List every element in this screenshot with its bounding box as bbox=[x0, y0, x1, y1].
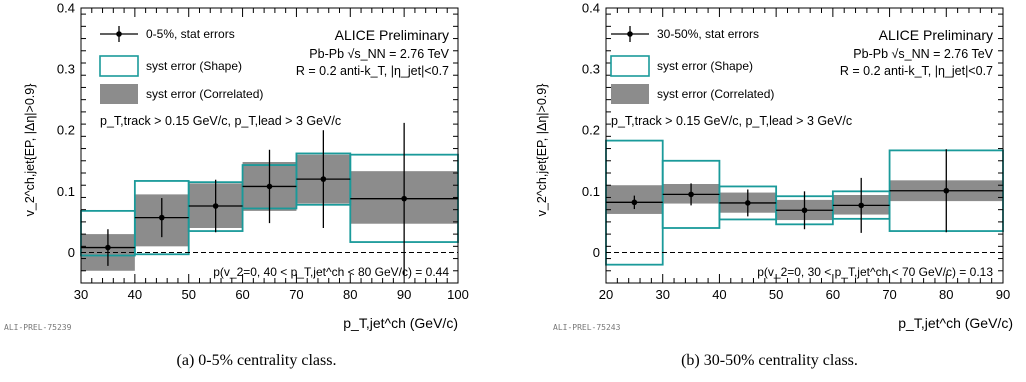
legend-entry-shape: syst error (Shape) bbox=[146, 59, 242, 73]
jet-line-b: R = 0.2 anti-k_T, |η_jet|<0.7 bbox=[840, 64, 993, 78]
x-tick-label-0: 30 bbox=[74, 287, 88, 302]
data-point-5 bbox=[943, 187, 950, 194]
ticks-layer-b: 20 30 40 50 60 70 80 90 0 0.1 0.2 0.3 0.4 bbox=[582, 1, 1010, 303]
data-point-4 bbox=[858, 202, 865, 209]
caption-a: (a) 0-5% centrality class. bbox=[176, 352, 337, 369]
x-tick-label-3: 60 bbox=[235, 287, 249, 302]
data-point-1 bbox=[158, 214, 165, 221]
collision-line-b: Pb-Pb √s_NN = 2.76 TeV bbox=[853, 47, 993, 61]
x-tick-label-4: 60 bbox=[826, 287, 840, 302]
chart-a: 30 40 50 60 70 80 90 100 0 0.1 0.2 0.3 0.4 0-5%, sta… bbox=[4, 1, 469, 333]
x-tick-label-5: 80 bbox=[343, 287, 357, 302]
data-point-3 bbox=[266, 183, 273, 190]
pvalue-line-a: p(v_2=0, 40 < p_T,jet^ch < 80 GeV/c) = 0… bbox=[213, 265, 449, 279]
y-tick-label-2: 0.2 bbox=[57, 123, 75, 138]
x-tick-label-7: 90 bbox=[996, 287, 1010, 302]
legend-a: 0-5%, stat errors syst error (Shape) sys… bbox=[99, 26, 263, 104]
y-tick-label-1: 0.1 bbox=[582, 184, 600, 199]
legend-entry-correlated: syst error (Correlated) bbox=[657, 87, 774, 101]
y-tick-label-2: 0.2 bbox=[582, 123, 600, 138]
data-point-0 bbox=[105, 244, 111, 251]
x-tick-label-7: 100 bbox=[447, 287, 469, 302]
cuts-line-a: p_T,track > 0.15 GeV/c, p_T,lead > 3 GeV… bbox=[100, 114, 341, 128]
y-axis-label-b: v_2^ch,jet{EP, |Δη|>0.9} bbox=[535, 84, 549, 217]
legend-b: 30-50%, stat errors syst error (Shape) s… bbox=[610, 26, 774, 104]
y-tick-label-4: 0.4 bbox=[582, 1, 600, 16]
caption-b: (b) 30-50% centrality class. bbox=[681, 352, 858, 369]
y-tick-label-4: 0.4 bbox=[57, 1, 75, 16]
bins-layer-a bbox=[80, 122, 459, 275]
data-point-2 bbox=[212, 203, 219, 209]
experiment-label-a: ALICE Preliminary bbox=[335, 27, 449, 43]
plot-frame-a bbox=[80, 7, 459, 284]
data-point-5 bbox=[401, 195, 407, 202]
preliminary-tag-b: ALI-PREL-75243 bbox=[553, 323, 621, 332]
legend-entry-stat: 30-50%, stat errors bbox=[657, 27, 759, 41]
y-tick-label-3: 0.3 bbox=[57, 62, 75, 77]
ticks-layer-a: 30 40 50 60 70 80 90 100 0 0.1 0.2 0.3 0.4 bbox=[57, 1, 469, 303]
x-axis-label-a: p_T,jet^ch (GeV/c) bbox=[343, 315, 458, 331]
x-tick-label-1: 40 bbox=[128, 287, 142, 302]
plot-frame-b bbox=[605, 7, 1004, 284]
legend-entry-shape: syst error (Shape) bbox=[657, 59, 753, 73]
y-tick-label-0: 0 bbox=[68, 245, 75, 260]
x-tick-label-3: 50 bbox=[769, 287, 783, 302]
x-tick-label-2: 50 bbox=[181, 287, 195, 302]
jet-line-a: R = 0.2 anti-k_T, |η_jet|<0.7 bbox=[296, 64, 449, 78]
chart-panel-b: 20 30 40 50 60 70 80 90 0 0.1 0.2 0.3 0.4 30-50%, st… bbox=[513, 0, 1026, 382]
x-tick-label-2: 40 bbox=[712, 287, 726, 302]
y-tick-label-3: 0.3 bbox=[582, 62, 600, 77]
y-tick-label-1: 0.1 bbox=[57, 184, 75, 199]
legend-entry-stat: 0-5%, stat errors bbox=[146, 27, 235, 41]
x-tick-label-1: 30 bbox=[655, 287, 669, 302]
pvalue-line-b: p(v_2=0, 30 < p_T,jet^ch < 70 GeV/c) = 0… bbox=[757, 265, 993, 279]
data-point-3 bbox=[801, 207, 808, 214]
cuts-line-b: p_T,track > 0.15 GeV/c, p_T,lead > 3 GeV… bbox=[611, 114, 852, 128]
data-point-4 bbox=[320, 176, 327, 182]
x-tick-label-5: 70 bbox=[882, 287, 896, 302]
collision-line-a: Pb-Pb √s_NN = 2.76 TeV bbox=[309, 47, 449, 61]
y-tick-label-0: 0 bbox=[593, 245, 600, 260]
data-point-0 bbox=[631, 199, 638, 206]
x-tick-label-6: 90 bbox=[397, 287, 411, 302]
chart-panel-a: 30 40 50 60 70 80 90 100 0 0.1 0.2 0.3 0.4 0-5%, sta… bbox=[4, 1, 469, 370]
preliminary-tag-a: ALI-PREL-75239 bbox=[4, 323, 72, 332]
y-axis-label-a: v_2^ch,jet{EP, |Δη|>0.9} bbox=[23, 84, 37, 217]
x-tick-label-0: 20 bbox=[599, 287, 613, 302]
x-axis-label-b: p_T,jet^ch (GeV/c) bbox=[898, 315, 1013, 331]
x-tick-label-4: 70 bbox=[289, 287, 303, 302]
chart-b: 20 30 40 50 60 70 80 90 0 0.1 0.2 0.3 0.4 30-50%, st… bbox=[535, 1, 1013, 333]
x-tick-label-6: 80 bbox=[939, 287, 953, 302]
experiment-label-b: ALICE Preliminary bbox=[879, 27, 993, 43]
bins-layer-b bbox=[605, 139, 1004, 266]
legend-entry-correlated: syst error (Correlated) bbox=[146, 87, 263, 101]
data-point-2 bbox=[744, 200, 751, 206]
data-point-1 bbox=[688, 191, 694, 198]
